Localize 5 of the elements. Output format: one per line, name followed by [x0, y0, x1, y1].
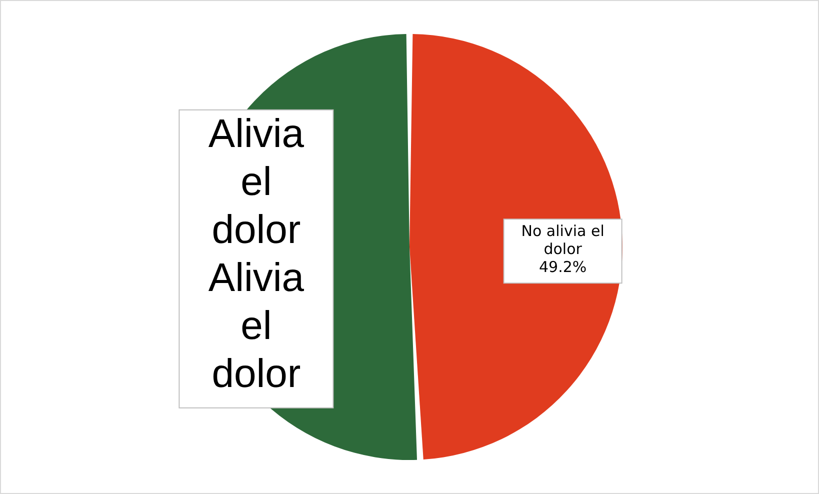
data-label: Alivia el dolor: [208, 256, 305, 396]
data-label: 49.2%: [538, 258, 587, 276]
pie-slice: [410, 34, 622, 460]
slice-label: No alivia el dolor: [521, 222, 604, 258]
slice-label: Alivia el dolor: [208, 112, 305, 252]
